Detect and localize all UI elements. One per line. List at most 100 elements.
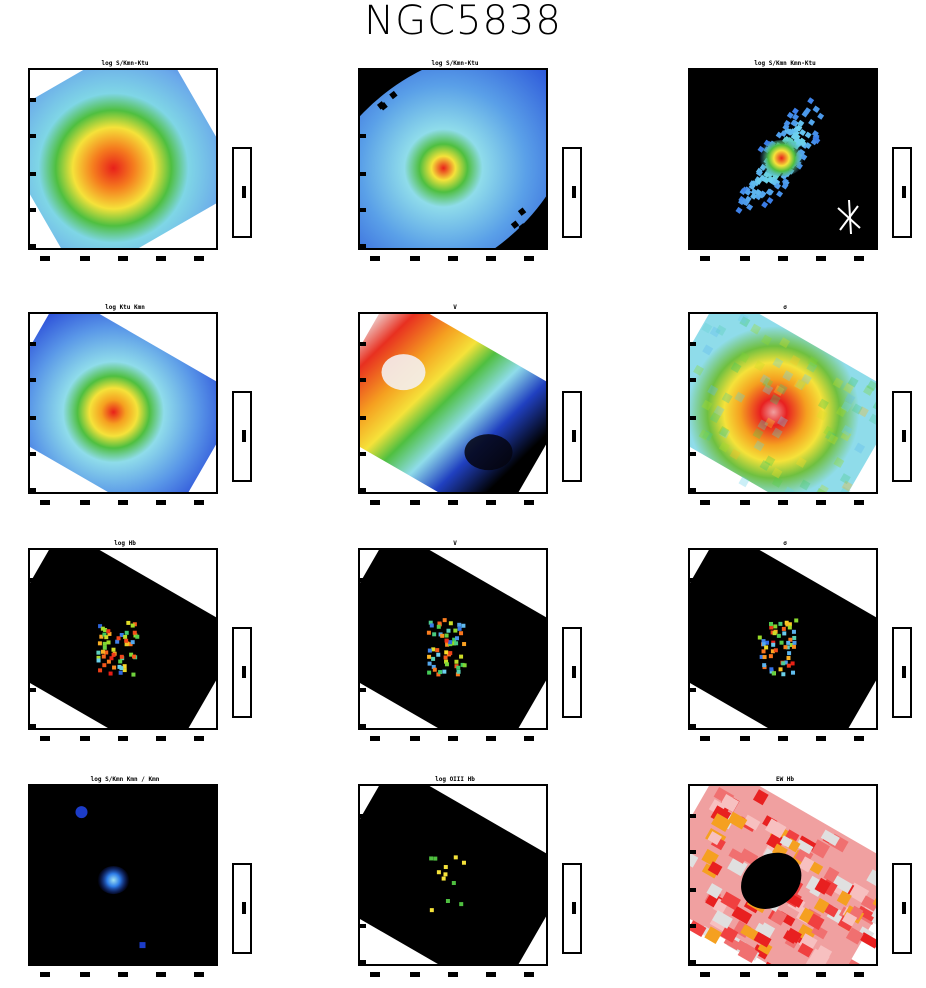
y-tick	[358, 614, 366, 618]
colorbar-tick	[242, 186, 246, 198]
x-tick	[854, 736, 864, 741]
y-tick	[688, 652, 696, 656]
map-plot	[20, 782, 260, 984]
x-tick	[118, 736, 128, 741]
y-tick	[688, 208, 696, 212]
x-tick	[486, 500, 496, 505]
y-tick	[358, 488, 366, 492]
y-tick	[28, 578, 36, 582]
colorbar	[562, 391, 582, 482]
y-tick	[28, 452, 36, 456]
x-tick	[486, 972, 496, 977]
map-plot	[680, 66, 920, 268]
y-tick	[688, 416, 696, 420]
colorbar	[892, 391, 912, 482]
x-tick	[156, 500, 166, 505]
y-tick	[28, 134, 36, 138]
y-tick	[28, 208, 36, 212]
map-panel: log OIII Hb	[336, 776, 616, 988]
colorbar-tick	[902, 902, 906, 914]
x-tick	[370, 736, 380, 741]
colorbar-tick	[902, 186, 906, 198]
y-tick	[688, 172, 696, 176]
x-tick	[448, 256, 458, 261]
x-tick	[448, 972, 458, 977]
x-tick	[40, 736, 50, 741]
x-tick	[700, 256, 710, 261]
map-panel: log Ktu Kmn	[6, 304, 286, 516]
y-tick	[688, 488, 696, 492]
y-tick	[28, 614, 36, 618]
x-tick	[778, 500, 788, 505]
x-tick	[194, 736, 204, 741]
x-tick	[194, 500, 204, 505]
x-tick	[740, 736, 750, 741]
y-tick	[358, 378, 366, 382]
x-tick	[486, 736, 496, 741]
colorbar-tick	[902, 666, 906, 678]
x-tick	[370, 256, 380, 261]
x-tick	[854, 972, 864, 977]
x-tick	[80, 500, 90, 505]
map-plot	[20, 66, 260, 268]
x-tick	[80, 972, 90, 977]
x-tick	[410, 972, 420, 977]
x-tick	[40, 256, 50, 261]
x-tick	[80, 736, 90, 741]
colorbar-tick	[572, 902, 576, 914]
x-tick	[778, 736, 788, 741]
figure-title: NGC5838	[0, 0, 926, 44]
y-tick	[28, 416, 36, 420]
galaxy-core	[98, 866, 130, 894]
y-tick	[688, 134, 696, 138]
x-tick	[410, 736, 420, 741]
x-tick	[524, 972, 534, 977]
y-tick	[28, 888, 36, 892]
x-tick	[524, 500, 534, 505]
x-tick	[118, 972, 128, 977]
colorbar	[562, 147, 582, 238]
galaxy-core	[758, 140, 806, 176]
map-panel: EW Hb	[666, 776, 926, 988]
y-tick	[688, 850, 696, 854]
map-plot	[350, 66, 590, 268]
colorbar	[232, 863, 252, 954]
x-tick	[194, 972, 204, 977]
y-tick	[358, 888, 366, 892]
y-tick	[28, 688, 36, 692]
x-tick	[40, 500, 50, 505]
y-tick	[358, 960, 366, 964]
x-tick	[156, 972, 166, 977]
y-tick	[688, 814, 696, 818]
x-tick	[80, 256, 90, 261]
x-tick	[410, 500, 420, 505]
map-plot	[20, 546, 260, 748]
y-tick	[28, 652, 36, 656]
y-tick	[28, 924, 36, 928]
map-panel: log S/Kmn-Ktu	[6, 60, 286, 272]
map-panel: log Hb	[6, 540, 286, 752]
map-plot	[680, 782, 920, 984]
x-tick	[118, 500, 128, 505]
x-tick	[854, 256, 864, 261]
x-tick	[410, 256, 420, 261]
x-tick	[156, 736, 166, 741]
y-tick	[688, 724, 696, 728]
map-plot	[680, 310, 920, 512]
x-tick	[854, 500, 864, 505]
colorbar-tick	[572, 186, 576, 198]
x-tick	[370, 500, 380, 505]
map-panel: V	[336, 540, 616, 752]
map-plot	[350, 546, 590, 748]
x-tick	[700, 500, 710, 505]
colorbar-tick	[242, 430, 246, 442]
colorbar	[562, 627, 582, 718]
map-panel: σ	[666, 540, 926, 752]
y-tick	[358, 342, 366, 346]
y-tick	[28, 850, 36, 854]
x-tick	[816, 736, 826, 741]
y-tick	[688, 688, 696, 692]
colorbar	[232, 147, 252, 238]
y-tick	[358, 416, 366, 420]
x-tick	[448, 736, 458, 741]
